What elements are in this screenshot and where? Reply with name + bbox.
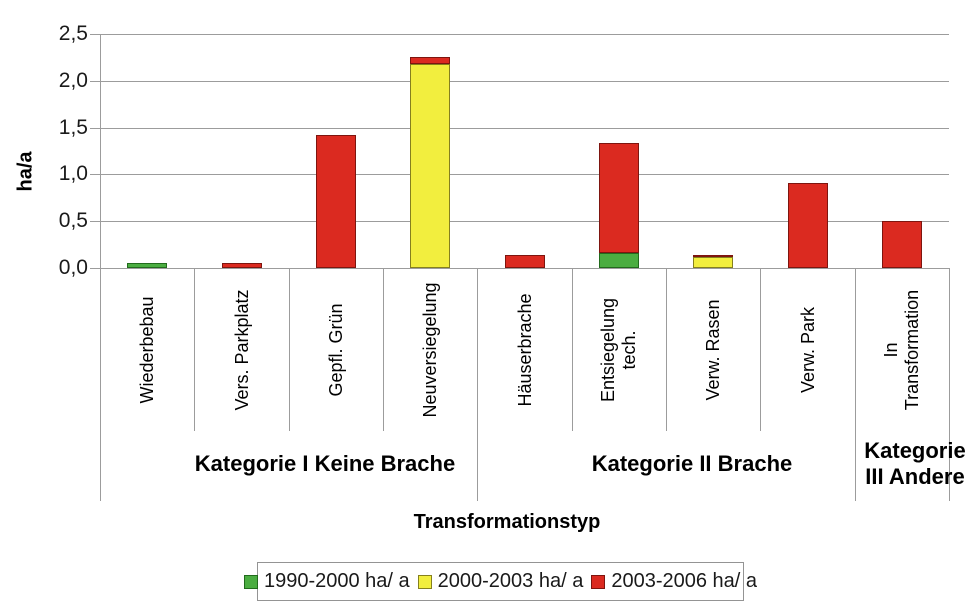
y-axis-tick <box>90 268 100 269</box>
category-separator <box>194 268 195 431</box>
y-tick-label: 1,5 <box>58 115 88 139</box>
y-axis-tick <box>90 221 100 223</box>
legend-swatch-red-icon <box>591 574 606 589</box>
y-axis-tick <box>90 174 100 176</box>
bar-segment <box>505 255 545 268</box>
group-label: Kategorie II Brache <box>591 451 793 476</box>
y-tick-label: 1,0 <box>58 162 88 186</box>
bar-segment <box>410 57 450 64</box>
group-label: Kategorie III Andere <box>864 438 966 489</box>
bar-segment <box>693 257 733 268</box>
bar-segment <box>599 143 639 253</box>
legend-label: 1990-2000 ha/ a <box>263 570 410 592</box>
gridline <box>100 127 949 129</box>
bar-segment <box>693 255 733 257</box>
legend-item: 2003-2006 ha/ a <box>591 570 757 593</box>
legend-item: 1990-2000 ha/ a <box>243 570 410 593</box>
bar-segment <box>788 183 828 268</box>
group-separator <box>949 268 950 501</box>
gridline <box>100 34 949 35</box>
y-tick-label: 0,0 <box>58 256 88 279</box>
y-axis-tick <box>90 34 100 35</box>
bar-segment <box>882 221 922 268</box>
y-tick-label: 0,5 <box>58 209 88 233</box>
category-separator <box>760 268 761 431</box>
category-label: In Transformation <box>881 289 922 411</box>
bar-segment <box>127 263 167 268</box>
category-separator <box>289 268 290 431</box>
y-axis-line <box>100 34 101 268</box>
legend-swatch-yellow-icon <box>417 574 432 589</box>
legend: 1990-2000 ha/ a 2000-2003 ha/ a 2003-200… <box>243 562 757 601</box>
y-tick-label: 2,5 <box>58 22 88 45</box>
y-axis-tick <box>90 127 100 129</box>
x-axis-title: Transformationstyp <box>413 511 601 533</box>
category-separator <box>666 268 667 431</box>
legend-label: 2000-2003 ha/ a <box>437 570 584 592</box>
bar-segment <box>410 64 450 268</box>
legend-label: 2003-2006 ha/ a <box>611 570 758 592</box>
gridline <box>100 80 949 82</box>
group-separator <box>100 268 101 501</box>
bar-segment <box>316 135 356 268</box>
legend-item: 2000-2003 ha/ a <box>417 570 584 593</box>
category-separator <box>383 268 384 431</box>
x-axis-line <box>100 268 949 269</box>
gridline <box>100 174 949 176</box>
y-axis-tick <box>90 80 100 82</box>
group-label: Kategorie I Keine Brache <box>194 451 456 476</box>
legend-swatch-green-icon <box>243 574 258 589</box>
bar-segment <box>599 253 639 268</box>
bar-segment <box>222 263 262 268</box>
gridline <box>100 221 949 223</box>
category-separator <box>572 268 573 431</box>
group-separator <box>477 268 478 501</box>
y-tick-label: 2,0 <box>58 68 88 92</box>
group-separator <box>855 268 856 501</box>
